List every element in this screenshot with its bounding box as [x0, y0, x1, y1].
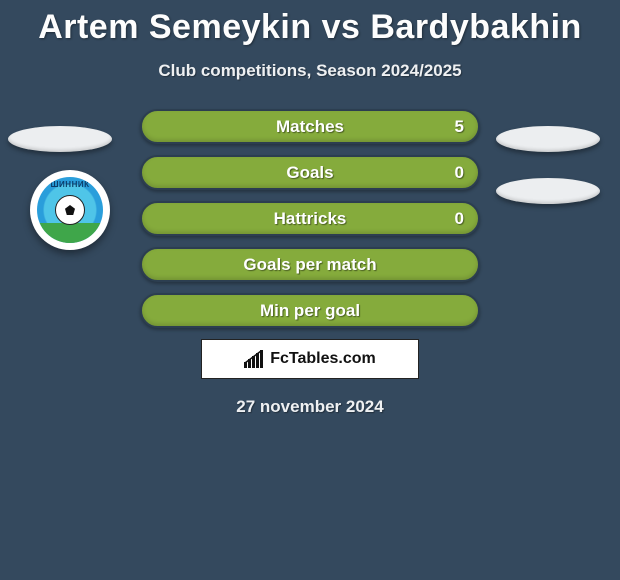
stat-row-goals-per-match: Goals per match [140, 247, 480, 282]
stat-right-value: 0 [455, 163, 464, 183]
stat-row-goals: Goals 0 [140, 155, 480, 190]
stat-row-min-per-goal: Min per goal [140, 293, 480, 328]
page-subtitle: Club competitions, Season 2024/2025 [0, 61, 620, 81]
stat-label: Min per goal [260, 301, 360, 321]
stat-label: Goals [286, 163, 333, 183]
stat-label: Matches [276, 117, 344, 137]
stat-row-hattricks: Hattricks 0 [140, 201, 480, 236]
stat-row-matches: Matches 5 [140, 109, 480, 144]
bar-chart-icon [244, 350, 266, 368]
brand-text: FcTables.com [270, 350, 376, 368]
footer-date: 27 november 2024 [0, 397, 620, 417]
stat-right-value: 5 [455, 117, 464, 137]
stat-label: Goals per match [243, 255, 376, 275]
stats-block: Matches 5 Goals 0 Hattricks 0 Goals per … [0, 109, 620, 417]
page-title: Artem Semeykin vs Bardybakhin [0, 0, 620, 47]
brand-box: FcTables.com [201, 339, 419, 379]
stat-label: Hattricks [274, 209, 347, 229]
stat-right-value: 0 [455, 209, 464, 229]
